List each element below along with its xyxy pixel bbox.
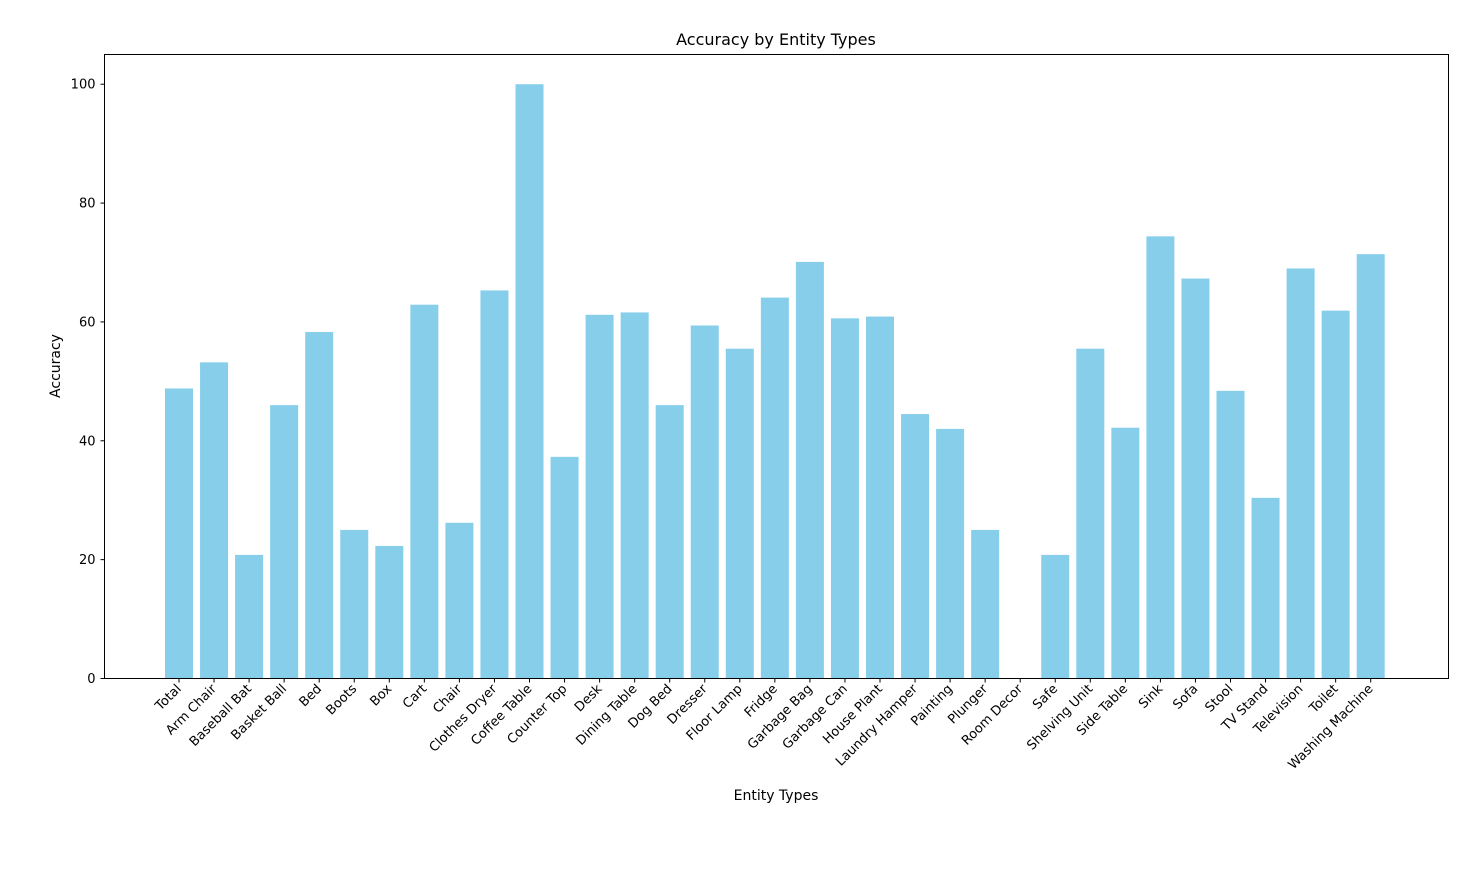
bar-total [165, 388, 193, 679]
bar-stool [1216, 390, 1245, 679]
bar-desk [585, 314, 614, 679]
bar-boots [340, 529, 369, 679]
bar-toilet [1321, 310, 1350, 679]
bar-bed [305, 332, 334, 679]
bar-coffee-table [515, 84, 544, 679]
chart-title: Accuracy by Entity Types [676, 30, 876, 49]
bar-laundry-hamper [901, 414, 930, 679]
x-tick-label: Room Decor [959, 681, 1026, 748]
bar-floor-lamp [725, 348, 754, 679]
x-tick-label: Boots [324, 682, 361, 719]
bar-garbage-can [830, 318, 859, 679]
bar-box [375, 545, 404, 679]
bar-dog-bed [655, 405, 684, 679]
x-tick-label: Sink [1136, 681, 1166, 711]
y-tick-label: 80 [79, 197, 96, 212]
x-tick-label: Box [367, 682, 395, 710]
bar-dining-table [620, 312, 649, 679]
bar-sink [1146, 236, 1175, 679]
bar-clothes-dryer [480, 290, 509, 679]
y-tick-label: 100 [71, 78, 96, 93]
bar-counter-top [550, 456, 579, 679]
bar-painting [936, 428, 965, 679]
y-axis: 0 20 40 60 80 100 [71, 78, 105, 687]
bar-safe [1041, 554, 1070, 679]
bars-group [165, 84, 1385, 679]
bar-side-table [1111, 427, 1140, 679]
bar-garbage-bag [795, 261, 824, 679]
bar-basket-ball [270, 405, 299, 679]
y-tick-label: 40 [79, 434, 96, 449]
x-tick-label: Total [152, 682, 185, 715]
bar-shelving-unit [1076, 348, 1105, 679]
x-tick-label: Safe [1030, 682, 1061, 713]
bar-dresser [690, 325, 719, 679]
bar-television [1286, 268, 1315, 679]
x-axis-label: Entity Types [734, 788, 819, 804]
plot-frame [104, 54, 1449, 679]
x-tick-label: Sofa [1170, 682, 1201, 713]
y-tick-label: 60 [79, 315, 96, 330]
y-tick-label: 0 [87, 672, 95, 687]
bar-house-plant [866, 316, 894, 679]
bar-cart [410, 304, 439, 679]
y-tick-label: 20 [79, 553, 96, 568]
bar-chair [445, 522, 474, 679]
bar-plunger [971, 529, 1000, 679]
bar-baseball-bat [235, 554, 264, 679]
bar-tv-stand [1251, 497, 1280, 679]
bar-sofa [1181, 278, 1210, 679]
x-tick-label: Bed [297, 682, 325, 710]
bar-washing-machine [1356, 254, 1385, 679]
bar-fridge [760, 297, 789, 679]
x-tick-label: Cart [400, 682, 430, 712]
bar-arm-chair [200, 362, 229, 679]
y-axis-label: Accuracy [48, 334, 64, 398]
